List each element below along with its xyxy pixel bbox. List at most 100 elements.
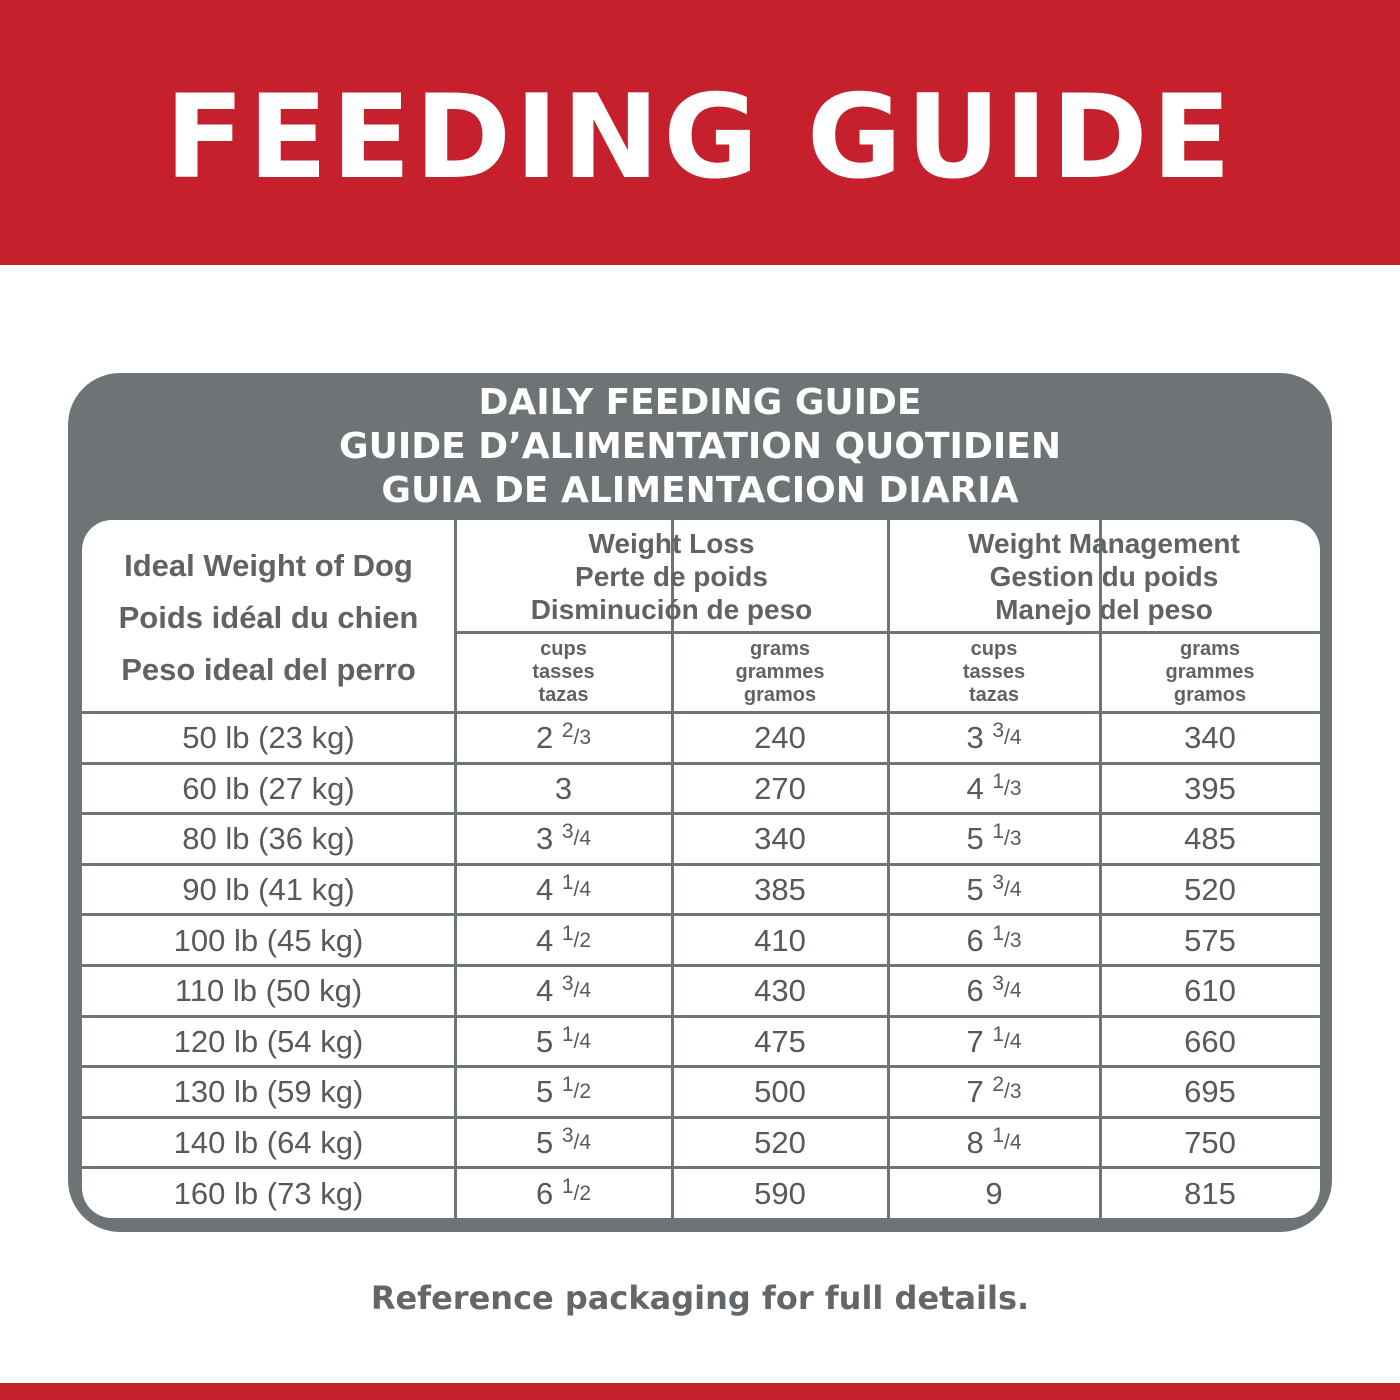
amount-cell: 815	[1184, 1175, 1236, 1211]
weight-cell: 140 lb (64 kg)	[173, 1125, 364, 1161]
amount-cell: 6 1/3	[966, 921, 1022, 958]
header-line: Poids idéal du chien	[118, 600, 419, 635]
amount-cell: 3	[554, 770, 573, 806]
amount-cell: 8 1/4	[966, 1124, 1022, 1161]
amount-cell: 4 1/3	[966, 769, 1022, 806]
header-line: gramos	[1173, 683, 1247, 706]
row-divider	[82, 1014, 1320, 1018]
amount-cell: 4 1/2	[535, 921, 592, 958]
header-line: Ideal Weight of Dog	[124, 548, 413, 583]
amount-cell: 340	[754, 821, 806, 857]
amount-cell: 5 1/2	[535, 1073, 592, 1110]
header-line: Disminución de peso	[530, 593, 813, 625]
unit-header: cups tasses tazas	[888, 632, 1100, 712]
amount-cell: 610	[1184, 973, 1236, 1009]
column-divider	[1099, 520, 1102, 1218]
row-divider	[82, 761, 1320, 765]
header-line: Perte de poids	[575, 560, 768, 592]
amount-cell: 395	[1184, 770, 1236, 806]
weight-cell: 110 lb (50 kg)	[174, 973, 363, 1009]
amount-cell: 5 1/3	[966, 820, 1022, 857]
unit-header: grams grammes gramos	[672, 632, 888, 712]
row-divider	[82, 913, 1320, 917]
header-line: tazas	[538, 683, 589, 706]
amount-cell: 520	[754, 1125, 806, 1161]
header-band	[0, 0, 1400, 265]
table-body: Ideal Weight of Dog Poids idéal du chien P…	[82, 520, 1320, 1218]
header-line: Manejo del peso	[995, 593, 1213, 625]
amount-cell: 9	[985, 1175, 1003, 1211]
header-divider	[455, 631, 1320, 634]
table-title-line: GUIA DE ALIMENTACION DIARIA	[381, 470, 1019, 511]
amount-cell: 485	[1184, 821, 1236, 857]
amount-cell: 695	[1184, 1074, 1236, 1110]
amount-cell: 430	[754, 973, 806, 1009]
row-divider	[82, 812, 1320, 816]
row-divider	[82, 1065, 1320, 1069]
amount-cell: 475	[754, 1023, 806, 1059]
amount-cell: 385	[754, 872, 806, 908]
amount-cell: 3 3/4	[535, 820, 592, 857]
row-divider	[82, 964, 1320, 967]
header-line: grammes	[735, 660, 825, 683]
header-line: gramos	[743, 683, 817, 706]
amount-cell: 410	[754, 922, 806, 958]
header-line: grams	[1179, 637, 1241, 660]
amount-cell: 660	[1184, 1023, 1236, 1059]
amount-cell: 5 3/4	[966, 871, 1022, 908]
column-divider	[454, 520, 457, 1218]
weight-cell: 120 lb (54 kg)	[173, 1023, 364, 1059]
row-divider	[82, 1115, 1320, 1119]
table-title-line: GUIDE D’ALIMENTATION QUOTIDIEN	[339, 426, 1061, 467]
amount-cell: 7 2/3	[966, 1073, 1022, 1110]
header-divider	[82, 711, 1320, 714]
header-line: cups	[540, 637, 587, 660]
unit-header: grams grammes gramos	[1100, 632, 1320, 712]
header-line: grammes	[1165, 660, 1255, 683]
amount-cell: 340	[1184, 720, 1236, 756]
amount-cell: 5 3/4	[535, 1124, 592, 1161]
footer-band	[0, 1383, 1400, 1400]
amount-cell: 520	[1184, 872, 1236, 908]
header-line: Weight Loss	[588, 527, 755, 559]
weight-cell: 100 lb (45 kg)	[173, 922, 364, 958]
group-header: Weight Loss Perte de poids Disminución de …	[455, 520, 888, 632]
amount-cell: 240	[754, 720, 806, 756]
amount-cell: 4 1/4	[535, 871, 592, 908]
header-line: Gestion du poids	[989, 560, 1219, 592]
header-line: Peso ideal del perro	[121, 652, 416, 687]
weight-cell: 90 lb (41 kg)	[182, 872, 355, 908]
header-line: Weight Management	[968, 527, 1240, 559]
weight-cell: 80 lb (36 kg)	[182, 821, 355, 857]
header-line: tasses	[532, 660, 595, 683]
row-divider	[82, 1166, 1320, 1170]
footer-note: Reference packaging for full details.	[370, 1279, 1030, 1317]
amount-cell: 500	[754, 1074, 806, 1110]
amount-cell: 750	[1184, 1125, 1236, 1161]
weight-cell: 60 lb (27 kg)	[182, 770, 355, 806]
weight-cell: 50 lb (23 kg)	[182, 720, 355, 756]
header-line: grams	[749, 637, 811, 660]
amount-cell: 7 1/4	[966, 1022, 1022, 1059]
weight-cell: 130 lb (59 kg)	[173, 1074, 364, 1110]
group-header: Weight Management Gestion du poids Manejo …	[888, 520, 1320, 632]
amount-cell: 590	[754, 1175, 806, 1211]
page-title: FEEDING GUIDE	[165, 70, 1235, 205]
table-title-line: DAILY FEEDING GUIDE	[478, 382, 922, 423]
header-line: cups	[970, 637, 1018, 660]
amount-cell: 3 3/4	[966, 719, 1022, 756]
header-line: tasses	[962, 660, 1026, 683]
row-divider	[82, 862, 1320, 866]
column-divider	[887, 520, 890, 1218]
unit-header: cups tasses tazas	[455, 632, 672, 712]
amount-cell: 6 3/4	[966, 972, 1022, 1009]
amount-cell: 4 3/4	[535, 972, 592, 1009]
amount-cell: 2 2/3	[535, 719, 592, 756]
amount-cell: 5 1/4	[535, 1022, 592, 1059]
weight-cell: 160 lb (73 kg)	[173, 1175, 364, 1211]
amount-cell: 6 1/2	[535, 1174, 592, 1211]
amount-cell: 575	[1184, 922, 1236, 958]
amount-cell: 270	[754, 770, 806, 806]
weight-header: Ideal Weight of Dog Poids idéal du chien P…	[82, 520, 455, 712]
